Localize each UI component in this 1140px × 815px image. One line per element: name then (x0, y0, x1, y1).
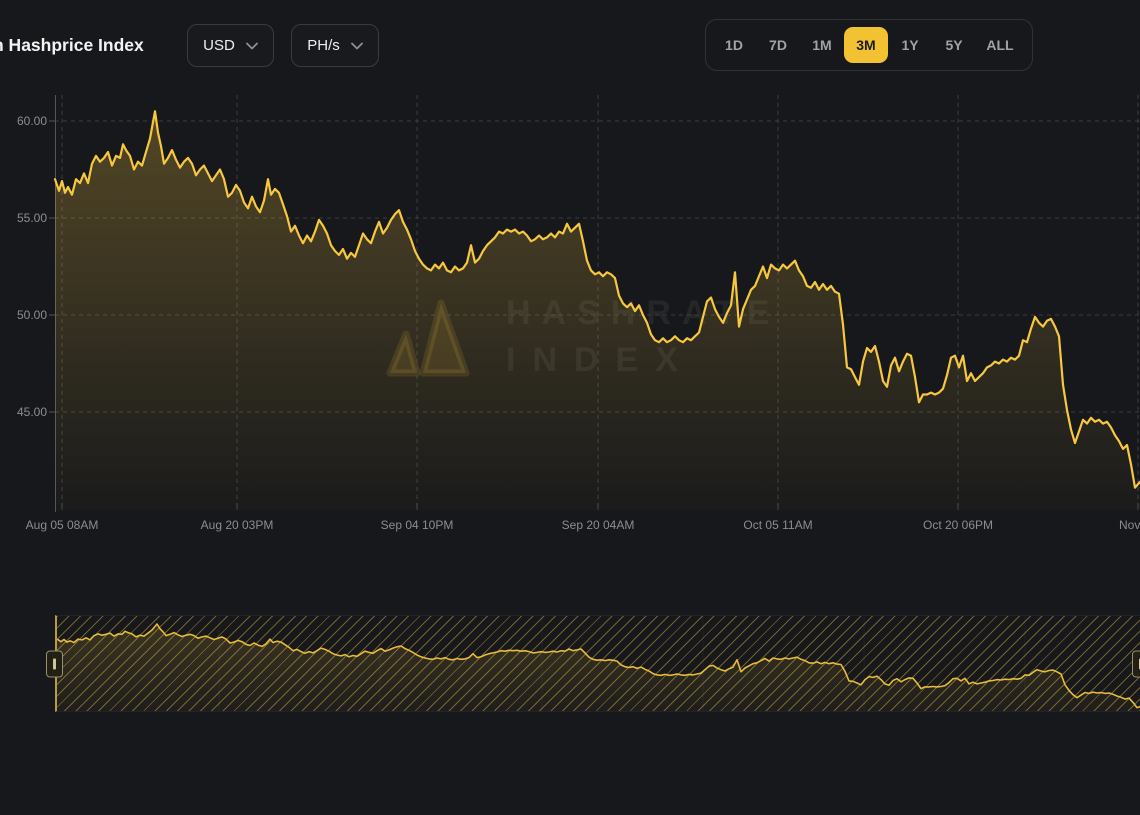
y-axis-label: 50.00 (16, 308, 47, 322)
currency-dropdown-value: USD (203, 37, 235, 54)
handle-grip-icon (52, 658, 57, 669)
page-title: n Hashprice Index (0, 35, 144, 55)
x-axis-label: Nov 05 (1118, 518, 1140, 532)
time-range-button-group: 1D 7D 1M 3M 1Y 5Y ALL (705, 19, 1033, 71)
x-axis-label: Sep 20 04AM (561, 518, 635, 532)
unit-dropdown-value: PH/s (307, 37, 340, 54)
x-axis-label: Aug 20 03PM (200, 518, 274, 532)
chevron-down-icon (245, 42, 258, 49)
header: n Hashprice Index USD PH/s 1D 7D 1M 3M 1Y 5Y A… (0, 0, 1140, 90)
y-axis-label: 45.00 (16, 405, 47, 419)
watermark: HASHRATE INDEX (383, 296, 780, 380)
navigator-left-handle[interactable] (46, 650, 63, 677)
range-button-1m[interactable]: 1M (812, 37, 832, 53)
currency-dropdown[interactable]: USD (187, 24, 274, 67)
hashrate-index-logo-icon (386, 299, 470, 377)
range-button-all[interactable]: ALL (986, 37, 1014, 53)
handle-grip-icon (1138, 658, 1140, 669)
y-axis-label: 55.00 (16, 211, 47, 225)
x-axis-label: Aug 05 08AM (25, 518, 99, 532)
unit-dropdown[interactable]: PH/s (291, 24, 379, 67)
x-axis-label: Oct 05 11AM (743, 518, 813, 532)
navigator-right-handle[interactable] (1132, 650, 1140, 677)
range-button-5y[interactable]: 5Y (945, 37, 963, 53)
range-button-3m[interactable]: 3M (844, 27, 888, 63)
navigator-line-plot (56, 616, 1140, 711)
x-axis-label: Sep 04 10PM (380, 518, 454, 532)
range-navigator[interactable] (46, 615, 1140, 712)
range-button-7d[interactable]: 7D (769, 37, 787, 53)
x-axis-label: Oct 20 06PM (922, 518, 994, 532)
chevron-down-icon (350, 42, 363, 49)
watermark-line1: HASHRATE (506, 294, 781, 332)
range-button-1d[interactable]: 1D (725, 37, 743, 53)
watermark-text: HASHRATE INDEX (506, 296, 780, 380)
watermark-line2: INDEX (506, 341, 695, 379)
range-button-1y[interactable]: 1Y (901, 37, 919, 53)
y-axis-label: 60.00 (16, 114, 47, 128)
